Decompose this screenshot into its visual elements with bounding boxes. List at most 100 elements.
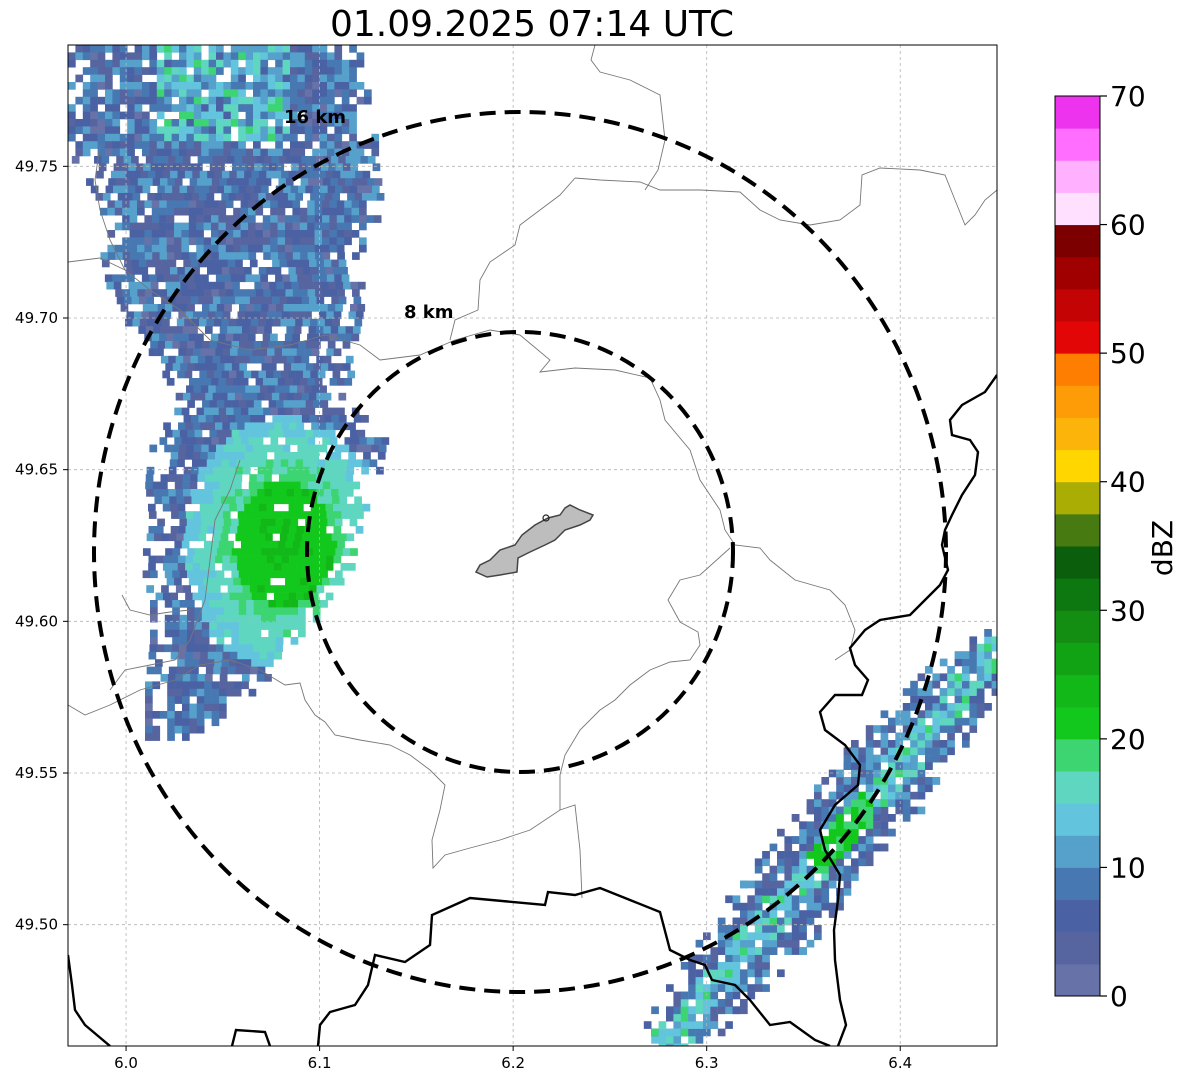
- echo-cell: [290, 119, 298, 127]
- echo-cell: [171, 141, 180, 149]
- echo-cell: [717, 1006, 726, 1015]
- echo-cell: [333, 422, 342, 431]
- echo-cell: [341, 274, 350, 283]
- echo-cell: [917, 784, 926, 793]
- echo-cell: [240, 577, 249, 586]
- echo-cell: [680, 1021, 689, 1029]
- echo-cell: [769, 932, 778, 941]
- echo-cell: [149, 96, 158, 105]
- echo-cell: [218, 237, 227, 246]
- echo-cell: [174, 252, 183, 260]
- echo-cell: [843, 880, 852, 889]
- echo-cell: [212, 474, 221, 482]
- echo-cell: [114, 200, 123, 209]
- echo-cell: [189, 289, 197, 297]
- echo-cell: [271, 392, 280, 401]
- echo-cell: [252, 526, 260, 534]
- commune-boundary: [68, 659, 583, 899]
- echo-cell: [275, 607, 284, 616]
- echo-cell: [246, 570, 254, 579]
- echo-cell: [231, 629, 240, 638]
- echo-cell: [319, 444, 328, 453]
- echo-cell: [673, 1006, 682, 1015]
- echo-cell: [201, 119, 209, 127]
- echo-cell: [146, 666, 155, 675]
- echo-cell: [865, 769, 874, 778]
- echo-cell: [236, 193, 244, 201]
- echo-cell: [199, 370, 208, 379]
- echo-cell: [166, 378, 175, 386]
- echo-cell: [317, 318, 326, 327]
- echo-cell: [165, 429, 173, 438]
- echo-cell: [703, 969, 711, 978]
- echo-cell: [327, 341, 336, 349]
- echo-cell: [769, 888, 778, 896]
- echo-cell: [230, 52, 239, 61]
- echo-cell: [196, 289, 205, 297]
- echo-cell: [272, 259, 280, 268]
- echo-cell: [342, 341, 351, 349]
- echo-cell: [320, 518, 328, 527]
- echo-cell: [304, 52, 313, 61]
- echo-cell: [821, 865, 830, 874]
- echo-cell: [68, 133, 76, 142]
- echo-cell: [725, 991, 733, 1000]
- echo-cell: [97, 133, 106, 142]
- echo-cell: [297, 141, 306, 149]
- echo-cell: [233, 407, 242, 416]
- echo-cell: [215, 651, 223, 660]
- echo-cell: [320, 163, 329, 172]
- echo-cell: [197, 489, 206, 497]
- echo-cell: [327, 429, 336, 438]
- echo-cell: [261, 600, 269, 608]
- echo-cell: [196, 230, 204, 238]
- echo-cell: [211, 437, 219, 445]
- echo-cell: [233, 681, 242, 690]
- echo-cell: [216, 111, 224, 120]
- echo-cell: [216, 45, 224, 53]
- echo-cell: [97, 148, 106, 157]
- echo-cell: [224, 614, 232, 623]
- echo-cell: [201, 614, 210, 623]
- echo-cell: [182, 688, 190, 697]
- echo-cell: [226, 540, 234, 549]
- echo-cell: [186, 96, 195, 105]
- echo-cell: [148, 348, 157, 357]
- echo-cell: [112, 185, 121, 194]
- echo-cell: [747, 969, 756, 978]
- echo-cell: [293, 481, 301, 490]
- echo-cell: [207, 267, 215, 275]
- echo-cell: [236, 267, 245, 275]
- echo-cell: [673, 991, 682, 1000]
- echo-cell: [895, 784, 904, 793]
- echo-cell: [337, 407, 345, 416]
- echo-cell: [219, 688, 227, 697]
- echo-cell: [695, 969, 704, 978]
- echo-cell: [172, 629, 180, 638]
- echo-cell: [777, 851, 785, 859]
- echo-cell: [255, 237, 264, 246]
- echo-cell: [246, 607, 254, 616]
- echo-cell: [112, 59, 121, 68]
- echo-cell: [253, 629, 262, 638]
- echo-cell: [140, 267, 149, 275]
- echo-cell: [304, 104, 313, 112]
- echo-cell: [177, 370, 185, 379]
- echo-cell: [252, 348, 261, 357]
- echo-cell: [969, 695, 978, 704]
- echo-cell: [194, 363, 203, 371]
- echo-cell: [307, 215, 315, 223]
- echo-cell: [215, 422, 223, 431]
- echo-cell: [231, 637, 240, 645]
- echo-cell: [688, 1028, 696, 1037]
- echo-cell: [228, 370, 237, 379]
- echo-cell: [910, 777, 918, 785]
- x-tick-label: 6.4: [888, 1054, 912, 1072]
- echo-cell: [902, 799, 911, 807]
- echo-cell: [858, 791, 867, 800]
- echo-cell: [910, 725, 918, 733]
- echo-cell: [144, 289, 153, 297]
- echo-cell: [127, 74, 135, 83]
- echo-cell: [181, 230, 190, 238]
- echo-cell: [164, 614, 173, 623]
